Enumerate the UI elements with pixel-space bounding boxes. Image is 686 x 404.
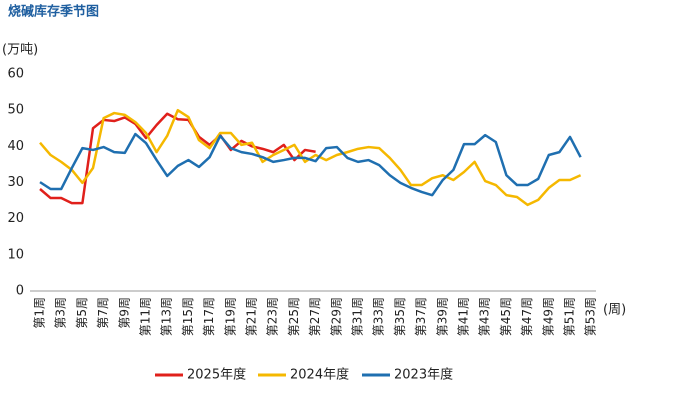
x-tick-label: 第33周 <box>372 297 386 336</box>
x-tick-label: 第25周 <box>287 297 301 336</box>
x-tick-label: 第43周 <box>478 297 492 336</box>
y-tick-label: 10 <box>7 247 24 262</box>
x-tick-label: 第23周 <box>266 297 280 336</box>
legend-label: 2023年度 <box>394 367 453 383</box>
series-line <box>39 112 316 205</box>
x-tick-label: 第41周 <box>457 297 471 336</box>
x-tick-label: 第15周 <box>181 297 195 336</box>
y-tick-label: 60 <box>7 67 24 82</box>
x-tick-label: 第49周 <box>541 297 555 336</box>
x-tick-label: 第9周 <box>117 297 131 329</box>
x-tick-label: 第7周 <box>96 297 110 329</box>
y-tick-label: 50 <box>7 103 24 118</box>
x-tick-label: 第29周 <box>329 297 343 336</box>
x-tick-label: 第11周 <box>139 297 153 336</box>
legend-label: 2025年度 <box>187 367 246 383</box>
x-tick-label: 第37周 <box>414 297 428 336</box>
x-tick-label: 第21周 <box>245 297 259 336</box>
x-tick-label: 第47周 <box>520 297 534 336</box>
y-tick-label: 30 <box>7 175 24 190</box>
x-tick-label: 第35周 <box>393 297 407 336</box>
x-axis-label: (周) <box>603 303 626 318</box>
x-tick-label: 第27周 <box>308 297 322 336</box>
legend-label: 2024年度 <box>290 367 349 383</box>
x-tick-label: 第3周 <box>54 297 68 329</box>
y-tick-label: 40 <box>7 139 24 154</box>
y-tick-label: 0 <box>16 284 24 299</box>
y-tick-label: 20 <box>7 211 24 226</box>
x-tick-label: 第51周 <box>563 297 577 336</box>
y-axis-label: (万吨) <box>2 43 38 58</box>
x-tick-label: 第45周 <box>499 297 513 336</box>
x-tick-label: 第5周 <box>75 297 89 329</box>
x-tick-label: 第53周 <box>584 297 598 336</box>
chart-title: 烧碱库存季节图 <box>8 4 99 20</box>
x-tick-label: 第31周 <box>351 297 365 336</box>
x-tick-label: 第1周 <box>33 297 47 329</box>
x-tick-label: 第17周 <box>202 297 216 336</box>
series-line <box>39 132 582 197</box>
x-tick-label: 第39周 <box>435 297 449 336</box>
x-tick-label: 第13周 <box>160 297 174 336</box>
x-tick-label: 第19周 <box>223 297 237 336</box>
